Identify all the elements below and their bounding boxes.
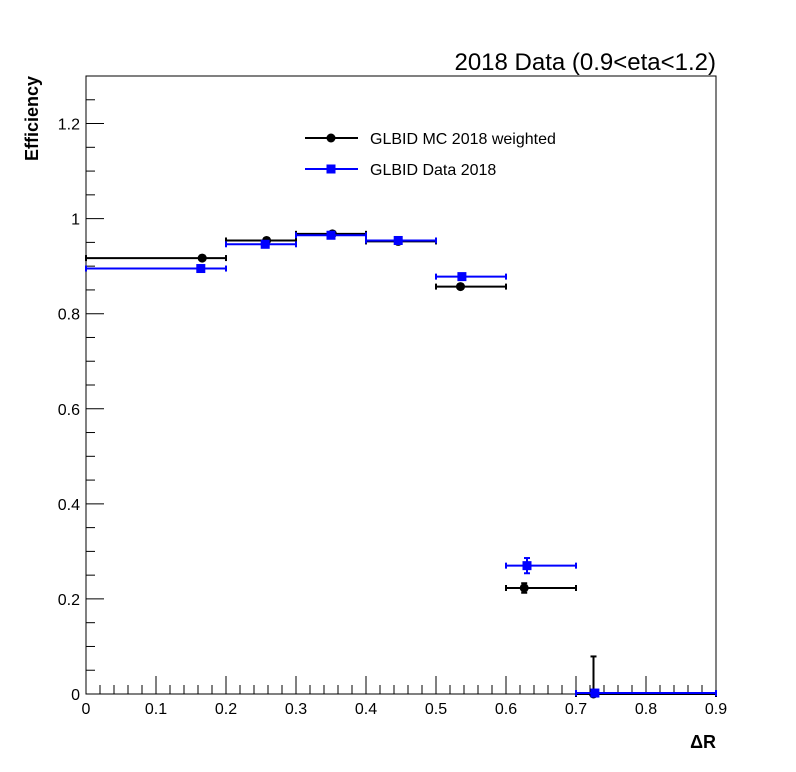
data-point (295, 230, 367, 240)
legend-entry: GLBID Data 2018 (305, 162, 496, 179)
x-tick-label: 0.6 (495, 701, 517, 718)
data-point (505, 557, 577, 575)
legend-square-marker (326, 164, 336, 174)
x-tick-label: 0.8 (635, 701, 657, 718)
chart-title: 2018 Data (0.9<eta<1.2) (454, 49, 716, 76)
x-tick-label: 0.2 (215, 701, 237, 718)
square-marker (522, 561, 532, 571)
x-tick-label: 0.1 (145, 701, 167, 718)
x-tick-label: 0.3 (285, 701, 307, 718)
data-point (505, 582, 577, 594)
legend-entry: GLBID MC 2018 weighted (305, 131, 556, 148)
series-mc-weighted (85, 229, 717, 699)
series-layer (85, 229, 717, 699)
data-point (575, 688, 717, 698)
legend: GLBID MC 2018 weighted GLBID Data 2018 (305, 131, 556, 179)
square-marker (260, 239, 270, 249)
y-axis-label: Efficiency (22, 76, 42, 161)
data-point (85, 253, 227, 263)
square-marker (326, 230, 336, 240)
square-marker (590, 688, 600, 698)
x-tick-label: 0.9 (705, 701, 727, 718)
y-tick-label: 0 (71, 687, 80, 704)
y-tick-label: 0.2 (58, 592, 80, 609)
x-tick-label: 0 (82, 701, 91, 718)
data-point (435, 282, 507, 292)
x-axis-label: ΔR (690, 732, 716, 752)
square-marker (196, 264, 206, 274)
x-axis-ticks: 0 0.1 0.2 0.3 0.4 0.5 0.6 0.7 0.8 0.9 (82, 676, 727, 718)
legend-circle-marker (326, 133, 336, 143)
data-point (435, 272, 507, 282)
y-tick-label: 1 (71, 212, 80, 229)
circle-marker (197, 253, 207, 263)
y-tick-label: 1.2 (58, 117, 80, 134)
square-marker (457, 272, 467, 282)
y-tick-label: 0.4 (58, 497, 80, 514)
legend-label: GLBID MC 2018 weighted (370, 131, 556, 148)
square-marker (393, 235, 403, 245)
data-point (365, 235, 437, 245)
circle-marker (519, 583, 529, 593)
x-tick-label: 0.5 (425, 701, 447, 718)
x-tick-label: 0.7 (565, 701, 587, 718)
y-axis-ticks: 0 0.2 0.4 0.6 0.8 1 1.2 (58, 75, 104, 704)
y-tick-label: 0.8 (58, 307, 80, 324)
data-point (225, 239, 297, 249)
circle-marker (456, 282, 465, 292)
y-tick-label: 0.6 (58, 402, 80, 419)
series-data-2018 (85, 230, 717, 698)
x-tick-label: 0.4 (355, 701, 377, 718)
legend-label: GLBID Data 2018 (370, 162, 496, 179)
data-point (85, 264, 227, 274)
